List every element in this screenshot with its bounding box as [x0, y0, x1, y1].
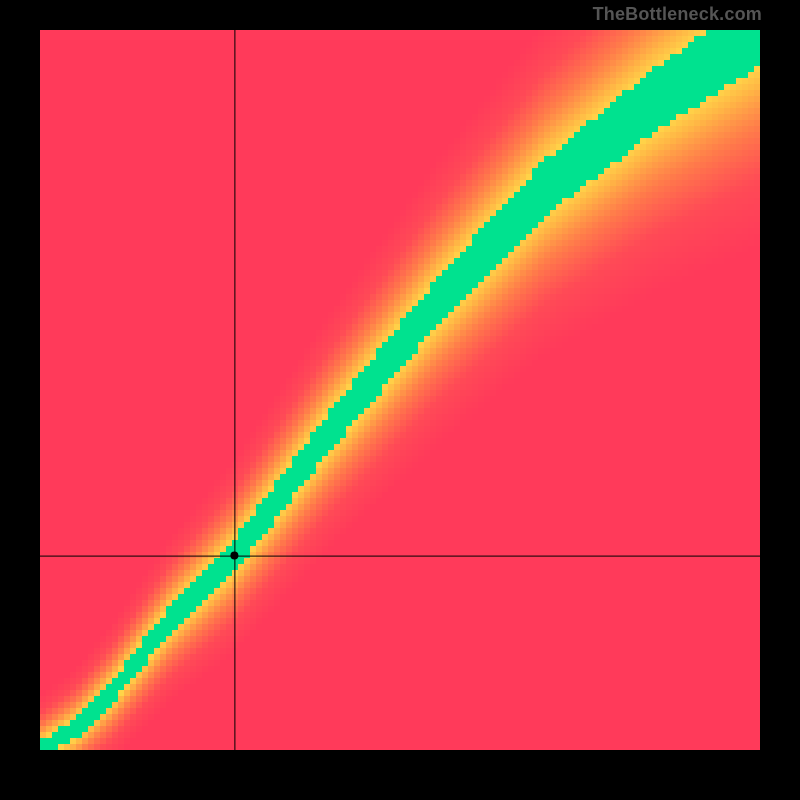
- watermark-text: TheBottleneck.com: [593, 4, 762, 25]
- chart-container: TheBottleneck.com: [0, 0, 800, 800]
- plot-area: [40, 30, 760, 750]
- overlay-canvas: [40, 30, 760, 750]
